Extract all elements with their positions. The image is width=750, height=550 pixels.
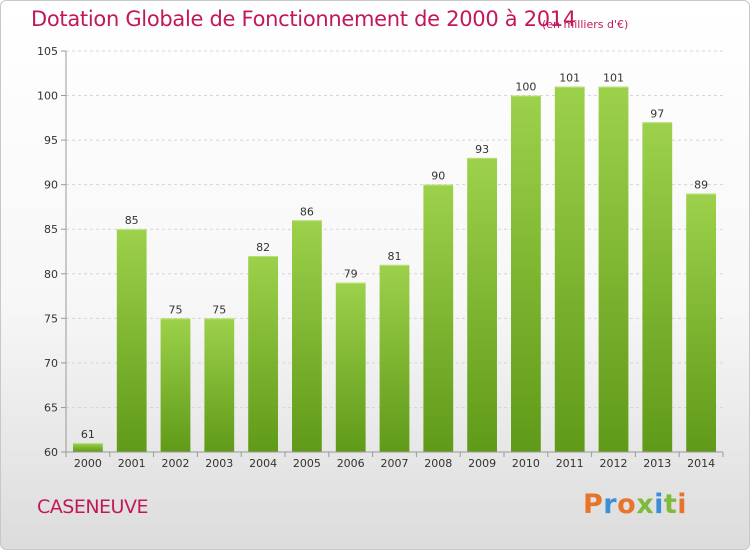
data-label: 79 — [344, 268, 358, 281]
y-tick-label: 85 — [44, 223, 58, 236]
data-label: 93 — [475, 143, 489, 156]
y-tick-label: 100 — [37, 90, 58, 103]
logo-letter: r — [603, 489, 618, 520]
logo-letter: o — [617, 489, 637, 520]
y-tick-label: 75 — [44, 312, 58, 325]
bar[interactable] — [598, 86, 629, 453]
x-tick-label: 2006 — [337, 457, 365, 470]
y-tick-label: 90 — [44, 179, 58, 192]
logo-letter: x — [636, 489, 655, 520]
data-label: 81 — [388, 250, 402, 263]
x-tick-label: 2014 — [687, 457, 715, 470]
x-tick-label: 2011 — [556, 457, 584, 470]
data-label: 82 — [256, 241, 270, 254]
data-label: 101 — [559, 72, 580, 85]
chart-subtitle: (en milliers d'€) — [542, 18, 629, 31]
data-label: 101 — [603, 72, 624, 85]
y-tick-label: 65 — [44, 401, 58, 414]
proxiti-logo[interactable]: Proxiti — [583, 489, 687, 520]
data-label: 75 — [212, 303, 226, 316]
bar[interactable] — [467, 157, 497, 452]
bar[interactable] — [73, 443, 103, 452]
bar[interactable] — [292, 220, 322, 452]
commune-name: CASENEUVE — [37, 496, 148, 518]
axes: 60 65 70 75 80 85 90 95 100 105 2000 2001 2002 2003 20… — [37, 45, 724, 470]
x-tick-label: 2002 — [162, 457, 190, 470]
logo-letter: i — [677, 489, 688, 520]
data-label: 75 — [169, 303, 183, 316]
x-tick-label: 2010 — [512, 457, 540, 470]
x-tick-label: 2000 — [74, 457, 102, 470]
bar[interactable] — [511, 95, 541, 453]
x-tick-label: 2005 — [293, 457, 321, 470]
x-tick-label: 2012 — [600, 457, 628, 470]
data-label: 61 — [81, 428, 95, 441]
x-tick-label: 2004 — [249, 457, 277, 470]
data-label: 97 — [650, 107, 664, 120]
data-label: 89 — [694, 179, 708, 192]
bar[interactable] — [686, 193, 716, 453]
logo-letter: P — [583, 489, 604, 520]
bar[interactable] — [116, 229, 147, 452]
bar[interactable] — [554, 86, 585, 453]
bar[interactable] — [248, 255, 278, 452]
bars — [73, 86, 716, 453]
x-tick-label: 2003 — [205, 457, 233, 470]
x-tick-label: 2007 — [381, 457, 409, 470]
y-tick-label: 60 — [44, 446, 58, 459]
bar[interactable] — [379, 264, 410, 452]
bar[interactable] — [204, 318, 235, 452]
data-label: 86 — [300, 205, 314, 218]
y-tick-label: 105 — [37, 45, 58, 58]
bar[interactable] — [335, 282, 366, 452]
bar[interactable] — [160, 318, 191, 452]
bar[interactable] — [642, 122, 673, 453]
x-tick-label: 2001 — [118, 457, 146, 470]
data-label: 100 — [515, 81, 536, 94]
x-tick-label: 2013 — [643, 457, 671, 470]
x-tick-label: 2009 — [468, 457, 496, 470]
y-tick-label: 80 — [44, 268, 58, 281]
data-label: 85 — [125, 214, 139, 227]
x-tick-label: 2008 — [424, 457, 452, 470]
y-tick-label: 70 — [44, 357, 58, 370]
data-label: 90 — [431, 170, 445, 183]
logo-letter: i — [654, 489, 664, 520]
data-labels: 61 85 75 75 82 86 79 81 90 93 100 101 101 97 89 — [81, 72, 708, 441]
y-tick-label: 95 — [44, 134, 58, 147]
logo-letter: t — [663, 489, 678, 520]
chart-title: Dotation Globale de Fonctionnement de 20… — [31, 7, 576, 31]
bar[interactable] — [423, 184, 454, 452]
